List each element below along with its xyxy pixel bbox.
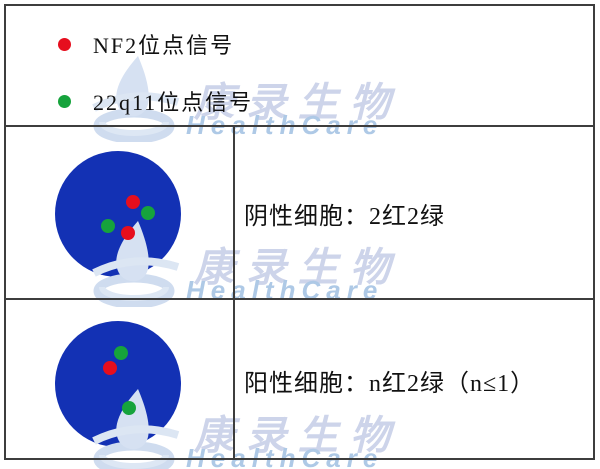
negative-cell-label: 阴性细胞：2红2绿 [244, 204, 445, 230]
legend-label-nf2: NF2位点信号 [93, 33, 235, 58]
signal-dot-green [141, 206, 155, 220]
signal-dot-red [103, 361, 117, 375]
positive-cell-label: 阳性细胞：n红2绿（n≤1） [244, 371, 536, 397]
signal-dot-green [114, 346, 128, 360]
row-divider-top [4, 125, 595, 127]
red-signal-dot-icon [58, 37, 71, 51]
green-signal-dot-icon [58, 94, 71, 108]
column-divider [233, 125, 235, 460]
legend-item-nf2: NF2位点信号 [58, 30, 234, 58]
row-divider-bottom [4, 298, 595, 300]
signal-dot-red [126, 195, 140, 209]
signal-dot-green [101, 219, 115, 233]
table-outer-border [4, 4, 595, 460]
